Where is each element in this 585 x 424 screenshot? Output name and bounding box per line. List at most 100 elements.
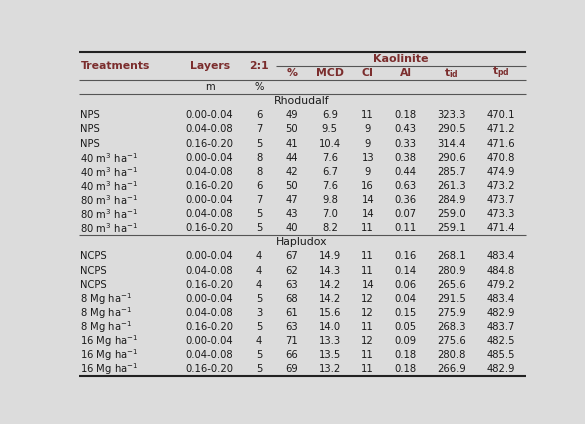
Text: 2:1: 2:1 (249, 61, 269, 71)
Text: 47: 47 (285, 195, 298, 205)
Text: 0.14: 0.14 (394, 265, 417, 276)
Text: 69: 69 (285, 364, 298, 374)
Text: 0.04-0.08: 0.04-0.08 (186, 350, 233, 360)
Text: 261.3: 261.3 (438, 181, 466, 191)
Text: 62: 62 (285, 265, 298, 276)
Text: 5: 5 (256, 294, 262, 304)
Text: 8.2: 8.2 (322, 223, 338, 233)
Text: 0.16: 0.16 (394, 251, 417, 262)
Text: 485.5: 485.5 (487, 350, 515, 360)
Text: 280.8: 280.8 (438, 350, 466, 360)
Text: 484.8: 484.8 (487, 265, 515, 276)
Text: 8 Mg ha$^{-1}$: 8 Mg ha$^{-1}$ (80, 291, 132, 307)
Text: 471.4: 471.4 (487, 223, 515, 233)
Text: 470.1: 470.1 (487, 110, 515, 120)
Text: 7.6: 7.6 (322, 153, 338, 163)
Text: 483.4: 483.4 (487, 294, 515, 304)
Text: 14.9: 14.9 (319, 251, 341, 262)
Text: 11: 11 (362, 322, 374, 332)
Text: 0.15: 0.15 (394, 308, 417, 318)
Text: 0.00-0.04: 0.00-0.04 (186, 153, 233, 163)
Text: 0.00-0.04: 0.00-0.04 (186, 110, 233, 120)
Text: 0.33: 0.33 (395, 139, 417, 148)
Text: MCD: MCD (316, 68, 344, 78)
Text: 16: 16 (362, 181, 374, 191)
Text: 14: 14 (362, 209, 374, 219)
Text: 0.43: 0.43 (395, 125, 417, 134)
Text: 0.04-0.08: 0.04-0.08 (186, 209, 233, 219)
Text: 13.2: 13.2 (319, 364, 341, 374)
Text: NPS: NPS (80, 125, 100, 134)
Text: 483.7: 483.7 (487, 322, 515, 332)
Text: 40 m$^3$ ha$^{-1}$: 40 m$^3$ ha$^{-1}$ (80, 179, 138, 193)
Text: 66: 66 (285, 350, 298, 360)
Text: 16 Mg ha$^{-1}$: 16 Mg ha$^{-1}$ (80, 347, 139, 363)
Text: 4: 4 (256, 280, 262, 290)
Text: 15.6: 15.6 (319, 308, 341, 318)
Text: 40: 40 (285, 223, 298, 233)
Text: 68: 68 (285, 294, 298, 304)
Text: 285.7: 285.7 (438, 167, 466, 177)
Text: NCPS: NCPS (80, 280, 107, 290)
Text: 259.0: 259.0 (438, 209, 466, 219)
Text: 11: 11 (362, 364, 374, 374)
Text: 40 m$^3$ ha$^{-1}$: 40 m$^3$ ha$^{-1}$ (80, 165, 138, 179)
Text: 11: 11 (362, 251, 374, 262)
Text: 0.16-0.20: 0.16-0.20 (185, 280, 233, 290)
Text: 0.18: 0.18 (394, 110, 417, 120)
Text: 4: 4 (256, 336, 262, 346)
Text: 0.06: 0.06 (394, 280, 417, 290)
Text: 13: 13 (362, 153, 374, 163)
Text: 0.05: 0.05 (394, 322, 417, 332)
Text: 474.9: 474.9 (487, 167, 515, 177)
Text: 471.2: 471.2 (487, 125, 515, 134)
Text: 0.07: 0.07 (394, 209, 417, 219)
Text: 40 m$^3$ ha$^{-1}$: 40 m$^3$ ha$^{-1}$ (80, 151, 138, 165)
Text: %: % (287, 68, 298, 78)
Text: 290.5: 290.5 (438, 125, 466, 134)
Text: 0.38: 0.38 (395, 153, 417, 163)
Text: 49: 49 (285, 110, 298, 120)
Text: 482.9: 482.9 (487, 364, 515, 374)
Text: 61: 61 (285, 308, 298, 318)
Text: 9: 9 (364, 167, 371, 177)
Text: 7.0: 7.0 (322, 209, 338, 219)
Text: NPS: NPS (80, 139, 100, 148)
Text: 0.18: 0.18 (394, 350, 417, 360)
Text: 11: 11 (362, 223, 374, 233)
Text: 80 m$^3$ ha$^{-1}$: 80 m$^3$ ha$^{-1}$ (80, 193, 138, 207)
Text: NPS: NPS (80, 110, 100, 120)
Text: 265.6: 265.6 (438, 280, 466, 290)
Text: 6: 6 (256, 110, 262, 120)
Text: 8: 8 (256, 167, 262, 177)
Text: 12: 12 (362, 308, 374, 318)
Text: 4: 4 (256, 251, 262, 262)
Text: 14.2: 14.2 (319, 280, 341, 290)
Text: 9.5: 9.5 (322, 125, 338, 134)
Text: 7.6: 7.6 (322, 181, 338, 191)
Text: 280.9: 280.9 (438, 265, 466, 276)
Text: 473.3: 473.3 (487, 209, 515, 219)
Text: 63: 63 (285, 280, 298, 290)
Text: 0.16-0.20: 0.16-0.20 (185, 364, 233, 374)
Text: 13.5: 13.5 (319, 350, 341, 360)
Text: 471.6: 471.6 (487, 139, 515, 148)
Text: 0.04-0.08: 0.04-0.08 (186, 125, 233, 134)
Text: 11: 11 (362, 110, 374, 120)
Text: 470.8: 470.8 (487, 153, 515, 163)
Text: 5: 5 (256, 209, 262, 219)
Text: Kaolinite: Kaolinite (373, 54, 428, 64)
Text: 5: 5 (256, 322, 262, 332)
Text: 41: 41 (285, 139, 298, 148)
Text: 12: 12 (362, 336, 374, 346)
Text: 275.9: 275.9 (438, 308, 466, 318)
Text: 14: 14 (362, 280, 374, 290)
Text: 0.04: 0.04 (395, 294, 417, 304)
Text: 8 Mg ha$^{-1}$: 8 Mg ha$^{-1}$ (80, 305, 132, 321)
Text: 4: 4 (256, 265, 262, 276)
Text: 0.16-0.20: 0.16-0.20 (185, 181, 233, 191)
Text: 275.6: 275.6 (438, 336, 466, 346)
Text: 10.4: 10.4 (319, 139, 341, 148)
Text: t$_{\mathregular{id}}$: t$_{\mathregular{id}}$ (445, 66, 459, 80)
Text: NCPS: NCPS (80, 265, 107, 276)
